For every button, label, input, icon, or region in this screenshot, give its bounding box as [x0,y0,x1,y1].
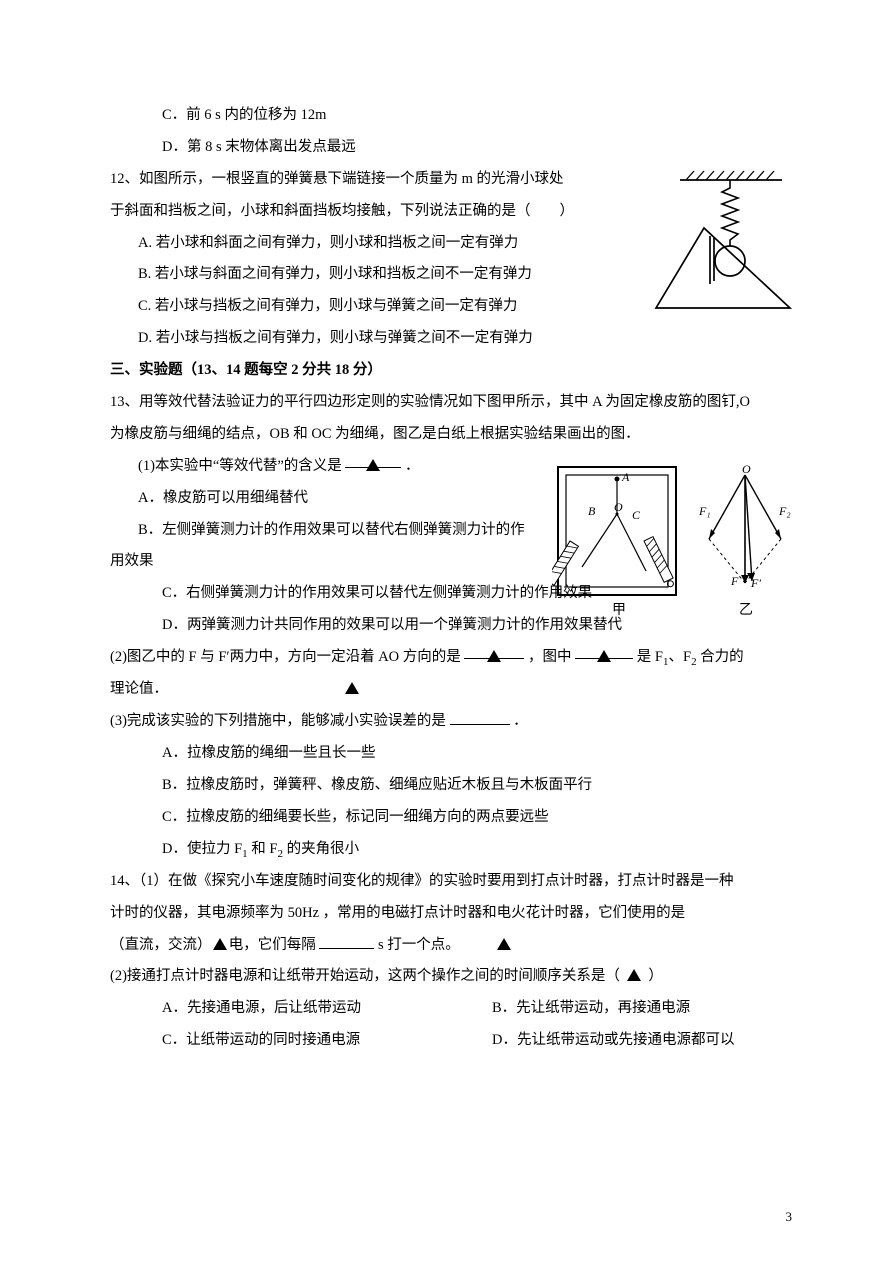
q11-option-c: C．前 6 s 内的位移为 12m [162,100,792,132]
q14-stem-3b: 电，它们每隔 [229,937,316,953]
q13-p2-a: (2)图乙中的 F 与 F′两力中，方向一定沿着 AO 方向的是 [110,649,461,665]
q13-p1-text: (1)本实验中“等效代替”的含义是 [138,458,342,474]
q13-p3: (3)完成该实验的下列措施中，能够减小实验误差的是 ． [110,706,792,738]
svg-text:C: C [632,508,641,522]
svg-text:A: A [621,470,630,484]
page-number: 3 [786,1203,793,1232]
q14-p2: (2)接通打点计时器电源和让纸带开始运动，这两个操作之间的时间顺序关系是（ ） [110,961,792,993]
q14-stem-2: 计时的仪器，其电源频率为 50Hz ，常用的电磁打点计时器和电火花计时器，它们使… [110,898,792,930]
q13-stem-2: 为橡皮筋与细绳的结点，OB 和 OC 为细绳，图乙是白纸上根据实验结果画出的图． [110,419,792,451]
q13-p2-e: 合力的 [697,649,744,665]
q14-options-row2: C．让纸带运动的同时接通电源 D．先让纸带运动或先接通电源都可以 [162,1025,792,1057]
q14-stem-3a: （直流，交流） [110,937,212,953]
svg-text:乙: 乙 [739,602,753,618]
q13-option-d3: D．使拉力 F1 和 F2 的夹角很小 [162,834,792,866]
q14-stem-3c: s 打一个点。 [378,937,460,953]
q13-figure: A O B C [552,459,792,629]
q13-p2-blank2[interactable] [575,642,633,659]
q13-p2-blank1[interactable] [464,642,524,659]
q14-option-d: D．先让纸带运动或先接通电源都可以 [492,1025,734,1057]
q13-block: 13、用等效代替法验证力的平行四边形定则的实验情况如下图甲所示，其中 A 为固定… [110,387,792,866]
q14-p2-a: (2)接通打点计时器电源和让纸带开始运动，这两个操作之间的时间顺序关系是（ [110,968,620,984]
svg-text:B: B [588,504,596,518]
svg-text:F₂: F₂ [778,504,791,518]
q13-option-a3: A．拉橡皮筋的绳细一些且长一些 [162,738,792,770]
q13-p2: (2)图乙中的 F 与 F′两力中，方向一定沿着 AO 方向的是 ，图中 是 F… [110,642,792,674]
blank-marker-icon [497,938,511,950]
q13-p2-c: 是 F [637,649,663,665]
q14-option-b: B．先让纸带运动，再接通电源 [492,993,690,1025]
q14-option-c: C．让纸带运动的同时接通电源 [162,1025,492,1057]
q14-options-row1: A．先接通电源，后让纸带运动 B．先让纸带运动，再接通电源 [162,993,792,1025]
blank-marker-icon [213,938,227,950]
q13-p3-blank[interactable] [450,708,510,725]
q13-p2-b: ，图中 [528,649,572,665]
svg-text:甲: 甲 [612,603,626,618]
q14-p2-b: ） [648,968,663,984]
q12-figure [642,168,792,318]
q13-p2-f: 理论值． [110,681,168,697]
q13-p2-line2: 理论值． [110,674,792,706]
svg-text:O: O [614,500,623,514]
blank-marker-icon [597,650,611,662]
svg-text:O: O [742,462,751,476]
q12-option-d: D. 若小球与挡板之间有弹力，则小球与弹簧之间不一定有弹力 [138,323,792,355]
svg-text:F′: F′ [750,576,761,590]
q11-option-d: D．第 8 s 末物体离出发点最远 [162,132,792,164]
q13-p3-a: (3)完成该实验的下列措施中，能够减小实验误差的是 [110,713,446,729]
q13-p1-blank[interactable] [345,451,401,468]
blank-marker-icon [487,650,501,662]
page: C．前 6 s 内的位移为 12m D．第 8 s 末物体离出发点最远 12、如… [0,0,892,1262]
q12-block: 12、如图所示，一根竖直的弹簧悬下端链接一个质量为 m 的光滑小球处 于斜面和挡… [110,164,792,355]
blank-marker-icon [366,459,380,471]
q14-stem-3: （直流，交流） 电，它们每隔 s 打一个点。 [110,930,792,962]
q14-stem-1: 14、（1）在做《探究小车速度随时间变化的规律》的实验时要用到打点计时器，打点计… [110,866,792,898]
q13-option-c3: C．拉橡皮筋的细绳要长些，标记同一细绳方向的两点要远些 [162,802,792,834]
q13-option-b3: B．拉橡皮筋时，弹簧秤、橡皮筋、细绳应贴近木板且与木板面平行 [162,770,792,802]
svg-text:F₁: F₁ [698,504,711,518]
blank-marker-icon [627,969,641,981]
q13-stem-1: 13、用等效代替法验证力的平行四边形定则的实验情况如下图甲所示，其中 A 为固定… [110,387,792,419]
q14-option-a: A．先接通电源，后让纸带运动 [162,993,492,1025]
q13-p1-tail: ． [405,458,420,474]
q14-blank-interval[interactable] [319,932,374,949]
blank-marker-icon [345,682,359,694]
q13-p3-b: ． [513,713,528,729]
q13-p2-d: 、F [668,649,691,665]
svg-text:F: F [730,574,739,588]
section-3-header: 三、实验题（13、14 题每空 2 分共 18 分） [110,355,792,387]
